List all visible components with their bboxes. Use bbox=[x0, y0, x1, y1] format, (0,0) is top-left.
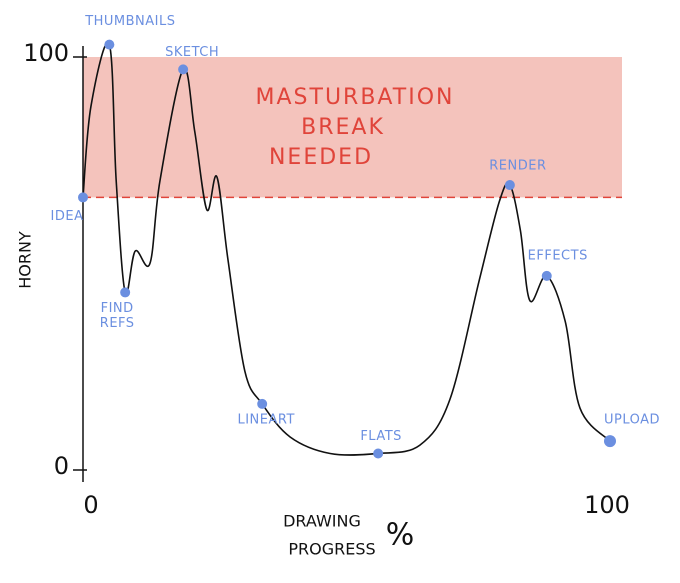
band-label: MASTURBATION bbox=[256, 85, 455, 110]
threshold-band bbox=[83, 57, 622, 198]
point-label: THUMBNAILS bbox=[84, 14, 175, 29]
point-label: IDEA bbox=[51, 209, 84, 224]
data-point bbox=[541, 270, 552, 281]
data-point bbox=[104, 39, 115, 50]
point-label: REFS bbox=[100, 316, 135, 331]
y-tick-label: 100 bbox=[23, 39, 69, 67]
data-point bbox=[78, 192, 88, 203]
point-label: SKETCH bbox=[165, 45, 219, 60]
data-point bbox=[178, 64, 189, 75]
point-label: RENDER bbox=[489, 159, 546, 174]
x-axis-title: DRAWING bbox=[283, 512, 361, 531]
x-axis-title: PROGRESS bbox=[288, 540, 375, 559]
x-axis-unit: % bbox=[386, 518, 415, 553]
data-point bbox=[257, 398, 268, 409]
y-tick-label: 0 bbox=[54, 452, 69, 480]
data-point bbox=[120, 287, 131, 298]
band-label: NEEDED bbox=[269, 145, 373, 170]
point-label: FLATS bbox=[360, 429, 402, 444]
y-axis-title: HORNY bbox=[16, 231, 35, 289]
band-label: BREAK bbox=[301, 115, 385, 140]
data-point bbox=[504, 180, 515, 191]
point-label: FIND bbox=[101, 301, 134, 316]
x-tick-label: 100 bbox=[584, 491, 630, 519]
data-point bbox=[373, 448, 384, 459]
point-label: EFFECTS bbox=[528, 248, 588, 263]
x-tick-label: 0 bbox=[83, 491, 98, 519]
point-label: UPLOAD bbox=[604, 413, 660, 428]
data-point bbox=[604, 435, 616, 448]
point-label: LINEART bbox=[237, 412, 294, 427]
